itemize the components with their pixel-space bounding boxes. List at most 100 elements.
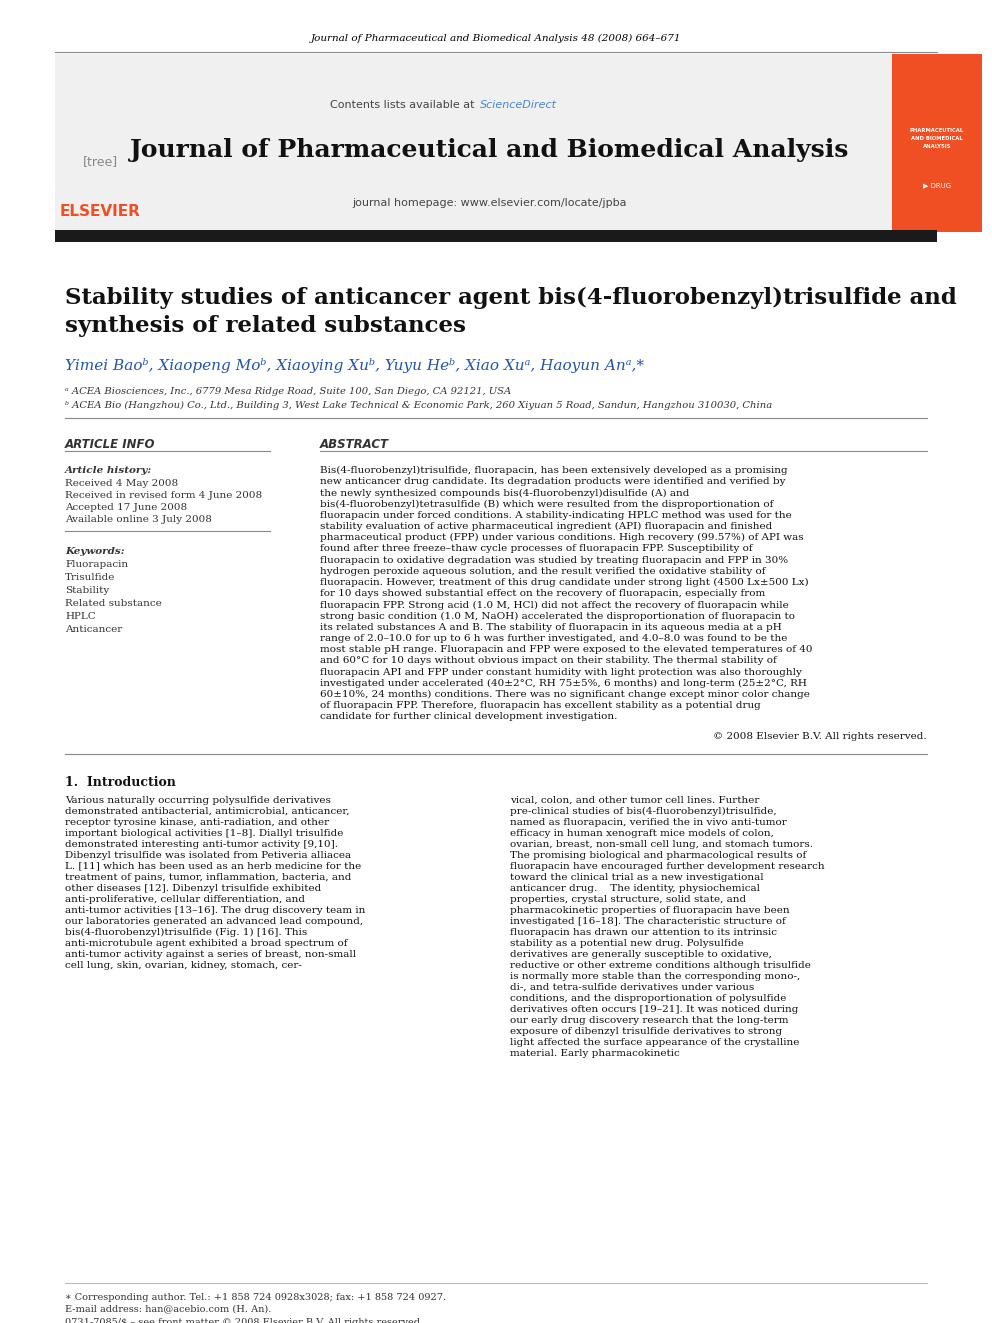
Text: fluorapacin to oxidative degradation was studied by treating fluorapacin and FPP: fluorapacin to oxidative degradation was…: [320, 556, 788, 565]
Text: 0731-7085/$ – see front matter © 2008 Elsevier B.V. All rights reserved.: 0731-7085/$ – see front matter © 2008 El…: [65, 1318, 424, 1323]
Text: ABSTRACT: ABSTRACT: [320, 438, 389, 451]
Text: ARTICLE INFO: ARTICLE INFO: [65, 438, 156, 451]
Text: demonstrated interesting anti-tumor activity [9,10].: demonstrated interesting anti-tumor acti…: [65, 840, 338, 848]
Bar: [55, 230, 937, 242]
Text: anticancer drug.    The identity, physiochemical: anticancer drug. The identity, physioche…: [510, 884, 760, 893]
Text: ∗ Corresponding author. Tel.: +1 858 724 0928x3028; fax: +1 858 724 0927.: ∗ Corresponding author. Tel.: +1 858 724…: [65, 1293, 446, 1302]
Text: Various naturally occurring polysulfide derivatives: Various naturally occurring polysulfide …: [65, 795, 331, 804]
Text: treatment of pains, tumor, inflammation, bacteria, and: treatment of pains, tumor, inflammation,…: [65, 873, 351, 881]
Text: PHARMACEUTICAL: PHARMACEUTICAL: [910, 127, 964, 132]
Text: reductive or other extreme conditions although trisulfide: reductive or other extreme conditions al…: [510, 960, 810, 970]
Text: fluorapacin has drawn our attention to its intrinsic: fluorapacin has drawn our attention to i…: [510, 927, 777, 937]
Text: other diseases [12]. Dibenzyl trisulfide exhibited: other diseases [12]. Dibenzyl trisulfide…: [65, 884, 321, 893]
Text: Stability studies of anticancer agent bis(4-fluorobenzyl)trisulfide and
synthesi: Stability studies of anticancer agent bi…: [65, 287, 956, 337]
Text: properties, crystal structure, solid state, and: properties, crystal structure, solid sta…: [510, 894, 746, 904]
Text: anti-microtubule agent exhibited a broad spectrum of: anti-microtubule agent exhibited a broad…: [65, 938, 347, 947]
Text: named as fluorapacin, verified the in vivo anti-tumor: named as fluorapacin, verified the in vi…: [510, 818, 787, 827]
Text: for 10 days showed substantial effect on the recovery of fluorapacin, especially: for 10 days showed substantial effect on…: [320, 589, 765, 598]
Text: vical, colon, and other tumor cell lines. Further: vical, colon, and other tumor cell lines…: [510, 795, 759, 804]
Text: ANALYSIS: ANALYSIS: [923, 143, 951, 148]
Text: Received 4 May 2008: Received 4 May 2008: [65, 479, 179, 488]
Text: anti-tumor activity against a series of breast, non-small: anti-tumor activity against a series of …: [65, 950, 356, 959]
Text: demonstrated antibacterial, antimicrobial, anticancer,: demonstrated antibacterial, antimicrobia…: [65, 807, 349, 815]
Text: journal homepage: www.elsevier.com/locate/jpba: journal homepage: www.elsevier.com/locat…: [353, 198, 627, 208]
Text: HPLC: HPLC: [65, 613, 96, 620]
Text: Related substance: Related substance: [65, 599, 162, 609]
Text: Article history:: Article history:: [65, 466, 152, 475]
Text: material. Early pharmacokinetic: material. Early pharmacokinetic: [510, 1049, 680, 1057]
Text: of fluorapacin FPP. Therefore, fluorapacin has excellent stability as a potentia: of fluorapacin FPP. Therefore, fluorapac…: [320, 701, 761, 710]
Text: ᵇ ACEA Bio (Hangzhou) Co., Ltd., Building 3, West Lake Technical & Economic Park: ᵇ ACEA Bio (Hangzhou) Co., Ltd., Buildin…: [65, 401, 772, 410]
Text: Fluorapacin: Fluorapacin: [65, 560, 128, 569]
Text: L. [11] which has been used as an herb medicine for the: L. [11] which has been used as an herb m…: [65, 861, 361, 871]
Text: strong basic condition (1.0 M, NaOH) accelerated the disproportionation of fluor: strong basic condition (1.0 M, NaOH) acc…: [320, 611, 795, 620]
Bar: [55, 54, 892, 232]
Text: exposure of dibenzyl trisulfide derivatives to strong: exposure of dibenzyl trisulfide derivati…: [510, 1027, 782, 1036]
Text: Available online 3 July 2008: Available online 3 July 2008: [65, 515, 212, 524]
Text: hydrogen peroxide aqueous solution, and the result verified the oxidative stabil: hydrogen peroxide aqueous solution, and …: [320, 566, 766, 576]
Text: is normally more stable than the corresponding mono-,: is normally more stable than the corresp…: [510, 971, 801, 980]
Text: anti-proliferative, cellular differentiation, and: anti-proliferative, cellular differentia…: [65, 894, 305, 904]
Text: Accepted 17 June 2008: Accepted 17 June 2008: [65, 503, 187, 512]
Text: 1.  Introduction: 1. Introduction: [65, 775, 176, 789]
Text: AND BIOMEDICAL: AND BIOMEDICAL: [911, 135, 963, 140]
Text: © 2008 Elsevier B.V. All rights reserved.: © 2008 Elsevier B.V. All rights reserved…: [713, 732, 927, 741]
Text: candidate for further clinical development investigation.: candidate for further clinical developme…: [320, 712, 617, 721]
Text: pharmaceutical product (FPP) under various conditions. High recovery (99.57%) of: pharmaceutical product (FPP) under vario…: [320, 533, 804, 542]
Text: Contents lists available at: Contents lists available at: [330, 101, 475, 110]
Text: E-mail address: han@acebio.com (H. An).: E-mail address: han@acebio.com (H. An).: [65, 1304, 272, 1312]
Text: derivatives are generally susceptible to oxidative,: derivatives are generally susceptible to…: [510, 950, 772, 959]
Text: investigated [16–18]. The characteristic structure of: investigated [16–18]. The characteristic…: [510, 917, 786, 926]
Text: Yimei Baoᵇ, Xiaopeng Moᵇ, Xiaoying Xuᵇ, Yuyu Heᵇ, Xiao Xuᵃ, Haoyun Anᵃ,*: Yimei Baoᵇ, Xiaopeng Moᵇ, Xiaoying Xuᵇ, …: [65, 359, 644, 373]
Text: di-, and tetra-sulfide derivatives under various: di-, and tetra-sulfide derivatives under…: [510, 983, 754, 992]
Text: light affected the surface appearance of the crystalline: light affected the surface appearance of…: [510, 1037, 800, 1046]
Text: stability as a potential new drug. Polysulfide: stability as a potential new drug. Polys…: [510, 938, 744, 947]
Text: cell lung, skin, ovarian, kidney, stomach, cer-: cell lung, skin, ovarian, kidney, stomac…: [65, 960, 302, 970]
Text: Journal of Pharmaceutical and Biomedical Analysis 48 (2008) 664–671: Journal of Pharmaceutical and Biomedical…: [310, 33, 682, 42]
Text: ᵃ ACEA Biosciences, Inc., 6779 Mesa Ridge Road, Suite 100, San Diego, CA 92121, : ᵃ ACEA Biosciences, Inc., 6779 Mesa Ridg…: [65, 388, 511, 396]
Text: range of 2.0–10.0 for up to 6 h was further investigated, and 4.0–8.0 was found : range of 2.0–10.0 for up to 6 h was furt…: [320, 634, 788, 643]
Text: investigated under accelerated (40±2°C, RH 75±5%, 6 months) and long-term (25±2°: investigated under accelerated (40±2°C, …: [320, 679, 806, 688]
Text: bis(4-fluorobenzyl)tetrasulfide (B) which were resulted from the disproportionat: bis(4-fluorobenzyl)tetrasulfide (B) whic…: [320, 500, 774, 509]
Text: anti-tumor activities [13–16]. The drug discovery team in: anti-tumor activities [13–16]. The drug …: [65, 906, 365, 914]
Text: fluorapacin have encouraged further development research: fluorapacin have encouraged further deve…: [510, 861, 824, 871]
Text: The promising biological and pharmacological results of: The promising biological and pharmacolog…: [510, 851, 806, 860]
Text: derivatives often occurs [19–21]. It was noticed during: derivatives often occurs [19–21]. It was…: [510, 1004, 799, 1013]
Text: fluorapacin. However, treatment of this drug candidate under strong light (4500 : fluorapacin. However, treatment of this …: [320, 578, 808, 587]
Text: fluorapacin FPP. Strong acid (1.0 M, HCl) did not affect the recovery of fluorap: fluorapacin FPP. Strong acid (1.0 M, HCl…: [320, 601, 789, 610]
Text: Trisulfide: Trisulfide: [65, 573, 115, 582]
Text: new anticancer drug candidate. Its degradation products were identified and veri: new anticancer drug candidate. Its degra…: [320, 478, 786, 486]
Text: Anticancer: Anticancer: [65, 624, 122, 634]
Text: efficacy in human xenograft mice models of colon,: efficacy in human xenograft mice models …: [510, 828, 774, 837]
Text: ▶ DRUG: ▶ DRUG: [923, 183, 951, 188]
Text: the newly synthesized compounds bis(4-fluorobenzyl)disulfide (A) and: the newly synthesized compounds bis(4-fl…: [320, 488, 689, 497]
Text: ScienceDirect: ScienceDirect: [480, 101, 557, 110]
Text: fluorapacin API and FPP under constant humidity with light protection was also t: fluorapacin API and FPP under constant h…: [320, 668, 802, 676]
Text: Stability: Stability: [65, 586, 109, 595]
Text: most stable pH range. Fluorapacin and FPP were exposed to the elevated temperatu: most stable pH range. Fluorapacin and FP…: [320, 646, 812, 654]
Text: and 60°C for 10 days without obvious impact on their stability. The thermal stab: and 60°C for 10 days without obvious imp…: [320, 656, 777, 665]
Bar: [892, 54, 982, 232]
Text: fluorapacin under forced conditions. A stability-indicating HPLC method was used: fluorapacin under forced conditions. A s…: [320, 511, 792, 520]
Text: ELSEVIER: ELSEVIER: [60, 205, 141, 220]
Text: found after three freeze–thaw cycle processes of fluorapacin FPP. Susceptibility: found after three freeze–thaw cycle proc…: [320, 544, 753, 553]
Text: pre-clinical studies of bis(4-fluorobenzyl)trisulfide,: pre-clinical studies of bis(4-fluorobenz…: [510, 807, 777, 816]
Text: Bis(4-fluorobenzyl)trisulfide, fluorapacin, has been extensively developed as a : Bis(4-fluorobenzyl)trisulfide, fluorapac…: [320, 466, 788, 475]
Text: its related substances A and B. The stability of fluorapacin in its aqueous medi: its related substances A and B. The stab…: [320, 623, 782, 632]
Text: Keywords:: Keywords:: [65, 546, 125, 556]
Text: our early drug discovery research that the long-term: our early drug discovery research that t…: [510, 1016, 789, 1024]
Text: pharmacokinetic properties of fluorapacin have been: pharmacokinetic properties of fluorapaci…: [510, 906, 790, 914]
Text: stability evaluation of active pharmaceutical ingredient (API) fluorapacin and f: stability evaluation of active pharmaceu…: [320, 523, 772, 531]
Text: bis(4-fluorobenzyl)trisulfide (Fig. 1) [16]. This: bis(4-fluorobenzyl)trisulfide (Fig. 1) […: [65, 927, 308, 937]
Text: conditions, and the disproportionation of polysulfide: conditions, and the disproportionation o…: [510, 994, 787, 1003]
Text: receptor tyrosine kinase, anti-radiation, and other: receptor tyrosine kinase, anti-radiation…: [65, 818, 329, 827]
Text: toward the clinical trial as a new investigational: toward the clinical trial as a new inves…: [510, 873, 764, 881]
Text: Dibenzyl trisulfide was isolated from Petiveria alliacea: Dibenzyl trisulfide was isolated from Pe…: [65, 851, 351, 860]
Text: important biological activities [1–8]. Diallyl trisulfide: important biological activities [1–8]. D…: [65, 828, 343, 837]
Text: Received in revised form 4 June 2008: Received in revised form 4 June 2008: [65, 491, 262, 500]
Text: Journal of Pharmaceutical and Biomedical Analysis: Journal of Pharmaceutical and Biomedical…: [130, 138, 850, 161]
Text: 60±10%, 24 months) conditions. There was no significant change except minor colo: 60±10%, 24 months) conditions. There was…: [320, 691, 809, 699]
Text: ovarian, breast, non-small cell lung, and stomach tumors.: ovarian, breast, non-small cell lung, an…: [510, 840, 813, 848]
Text: our laboratories generated an advanced lead compound,: our laboratories generated an advanced l…: [65, 917, 363, 926]
Text: [tree]: [tree]: [82, 156, 118, 168]
